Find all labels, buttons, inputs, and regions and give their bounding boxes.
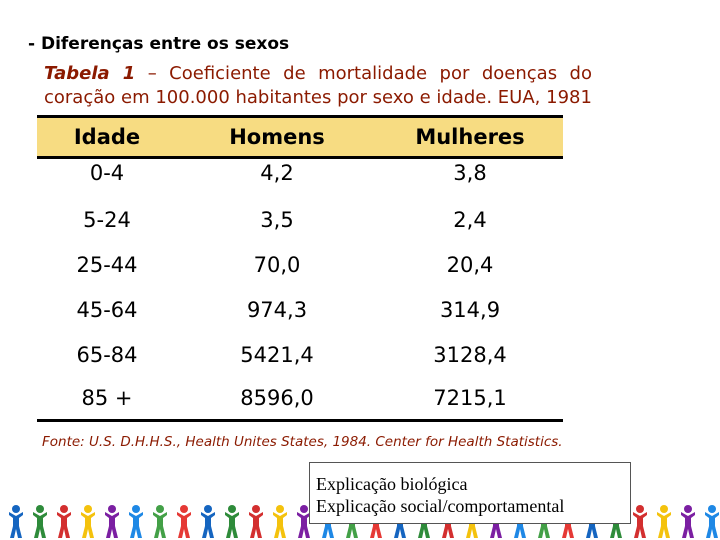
caption-line-2: coração em 100.000 habitantes por sexo e…	[44, 87, 592, 108]
mortality-table-container: Idade Homens Mulheres 0-4 4,2 3,8 5-24 3…	[37, 115, 563, 422]
table-header-row: Idade Homens Mulheres	[37, 115, 563, 159]
header-homens: Homens	[177, 115, 377, 159]
mortality-table: Idade Homens Mulheres 0-4 4,2 3,8 5-24 3…	[37, 115, 563, 422]
table-row: 0-4 4,2 3,8	[37, 158, 563, 198]
person-figure-icon	[201, 505, 215, 538]
table-label: Tabela 1	[44, 63, 136, 84]
explanation-box: Explicação biológica Explicação social/c…	[309, 462, 631, 524]
caption-line-1: Tabela 1 – Coeficiente de mortalidade po…	[44, 62, 592, 86]
header-mulheres: Mulheres	[377, 115, 563, 159]
person-figure-icon	[657, 505, 671, 538]
header-idade: Idade	[37, 115, 177, 159]
person-figure-icon	[225, 505, 239, 538]
table-row: 45-64 974,3 314,9	[37, 287, 563, 332]
cell-men: 974,3	[246, 297, 308, 322]
cell-age: 0-4	[89, 161, 125, 185]
table-source: Fonte: U.S. D.H.H.S., Health Unites Stat…	[42, 434, 563, 450]
person-figure-icon	[249, 505, 263, 538]
person-figure-icon	[681, 505, 695, 538]
cell-men: 5421,4	[240, 342, 314, 367]
cell-age: 85 +	[37, 377, 177, 422]
person-figure-icon	[153, 505, 167, 538]
caption-dash: –	[147, 63, 157, 84]
cell-women: 3128,4	[433, 342, 507, 367]
cell-men: 70,0	[253, 252, 301, 277]
person-figure-icon	[273, 505, 287, 538]
cell-men: 4,2	[260, 161, 294, 185]
explanation-social: Explicação social/comportamental	[316, 496, 565, 516]
person-figure-icon	[633, 505, 647, 538]
cell-women: 2,4	[453, 207, 487, 232]
table-row: 65-84 5421,4 3128,4	[37, 332, 563, 377]
table-caption: Tabela 1 – Coeficiente de mortalidade po…	[44, 62, 592, 110]
cell-age: 25-44	[76, 252, 138, 277]
person-figure-icon	[297, 505, 311, 538]
cell-women: 3,8	[453, 161, 487, 185]
person-figure-icon	[705, 505, 719, 538]
table-row: 5-24 3,5 2,4	[37, 197, 563, 242]
table-row: 85 + 8596,0 7215,1	[37, 377, 563, 422]
person-figure-icon	[57, 505, 71, 538]
person-figure-icon	[33, 505, 47, 538]
cell-age: 65-84	[76, 342, 138, 367]
cell-women: 20,4	[446, 252, 494, 277]
cell-men: 3,5	[260, 207, 294, 232]
person-figure-icon	[81, 505, 95, 538]
explanation-biological: Explicação biológica	[316, 474, 468, 494]
person-figure-icon	[105, 505, 119, 538]
person-figure-icon	[177, 505, 191, 538]
cell-women: 314,9	[439, 297, 501, 322]
person-figure-icon	[129, 505, 143, 538]
cell-men: 8596,0	[177, 377, 377, 422]
cell-women: 7215,1	[377, 377, 563, 422]
person-figure-icon	[9, 505, 23, 538]
slide-heading: - Diferenças entre os sexos	[28, 34, 290, 54]
cell-age: 5-24	[83, 207, 131, 232]
table-row: 25-44 70,0 20,4	[37, 242, 563, 287]
cell-age: 45-64	[76, 297, 138, 322]
caption-title-part1: Coeficiente de mortalidade por doenças d…	[169, 63, 592, 84]
